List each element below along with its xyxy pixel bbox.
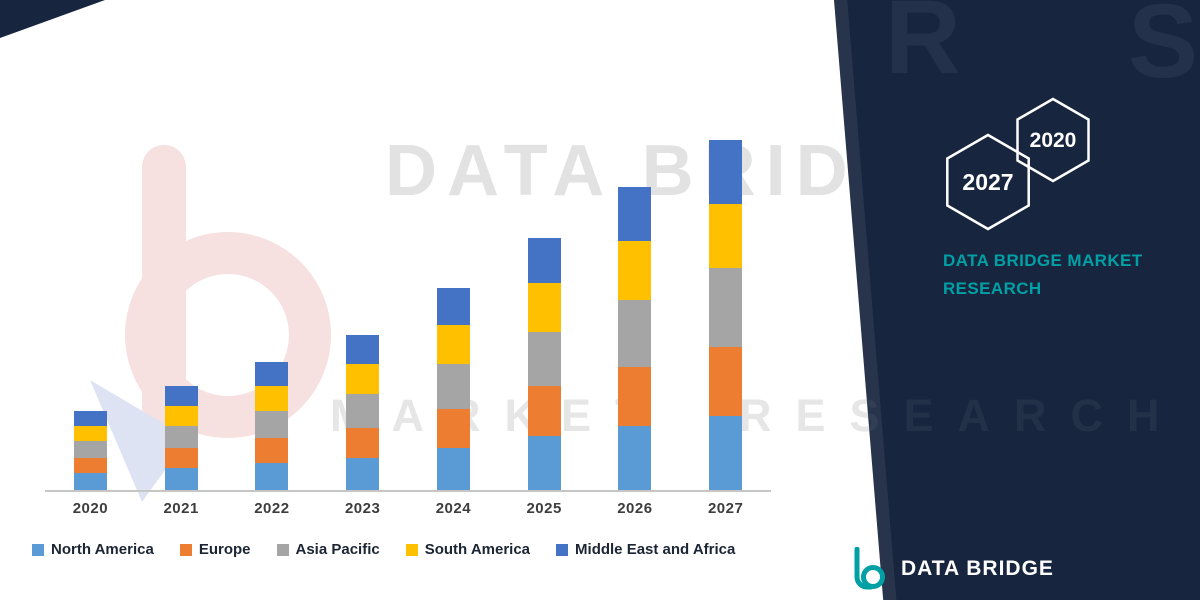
legend-label-europe: Europe: [198, 541, 251, 558]
bar-segment-2024-north-america: [436, 448, 470, 490]
x-axis-label-2021: 2021: [163, 500, 199, 517]
bar-segment-2025-north-america: [527, 435, 561, 490]
bar-segment-2023-south-america: [346, 364, 380, 394]
legend-item-europe: Europe: [179, 541, 251, 558]
bar-segment-2023-europe: [346, 428, 380, 458]
bar-segment-2022-north-america: [255, 462, 289, 490]
bar-segment-2027-europe: [709, 346, 743, 416]
bar-segment-2027-south-america: [709, 203, 743, 269]
bar-segment-2022-europe: [255, 438, 289, 463]
bar-segment-2025-asia-pacific: [527, 332, 561, 387]
legend-item-middle-east-and-africa: Middle East and Africa: [556, 541, 735, 558]
legend: North America Europe Asia Pacific South Ame…: [32, 541, 735, 558]
legend-swatch-north-america: [32, 543, 44, 556]
legend-label-asia-pacific: Asia Pacific: [295, 541, 380, 558]
bar-segment-2024-europe: [436, 408, 470, 449]
bar-segment-2021-asia-pacific: [164, 425, 198, 449]
bar-slot-2027: [680, 120, 771, 490]
legend-label-north-america: North America: [51, 541, 154, 558]
legend-item-asia-pacific: Asia Pacific: [276, 541, 380, 558]
bar-segment-2021-south-america: [164, 406, 198, 426]
plot-area: [45, 120, 771, 492]
bar-slot-2025: [499, 120, 590, 490]
bar-segment-2024-south-america: [436, 324, 470, 365]
x-axis-label-2020: 2020: [72, 500, 109, 517]
x-axis-label-2023: 2023: [344, 500, 381, 517]
bar-segment-2026-south-america: [618, 240, 652, 301]
bar-slot-2021: [136, 120, 227, 490]
bar-segment-2026-asia-pacific: [618, 300, 652, 367]
legend-item-south-america: South America: [405, 541, 531, 558]
bar-segment-2022-middle-east-and-africa: [255, 361, 289, 387]
bar-segment-2020-middle-east-and-africa: [73, 411, 107, 426]
bar-segment-2026-europe: [618, 366, 652, 426]
stacked-bar-2023: [346, 334, 380, 490]
bar-segment-2020-asia-pacific: [73, 440, 107, 458]
bar-segment-2021-north-america: [164, 467, 198, 490]
x-axis-label-2022: 2022: [254, 500, 290, 517]
bar-segment-2023-asia-pacific: [346, 393, 380, 429]
bar-slot-2024: [408, 120, 499, 490]
stacked-bar-2024: [436, 287, 470, 490]
bar-segment-2027-asia-pacific: [709, 268, 743, 347]
legend-item-north-america: North America: [32, 541, 154, 558]
stacked-bar-2020: [73, 411, 107, 490]
x-axis-label-2024: 2024: [435, 500, 472, 517]
bar-segment-2022-asia-pacific: [255, 411, 289, 439]
legend-swatch-asia-pacific: [276, 543, 289, 556]
stacked-bar-2022: [255, 361, 289, 490]
bar-segment-2025-europe: [527, 386, 561, 436]
x-axis-label-2027: 2027: [707, 500, 744, 517]
bar-segment-2021-middle-east-and-africa: [164, 386, 198, 407]
bar-segment-2024-middle-east-and-africa: [436, 287, 470, 325]
x-axis-label-2026: 2026: [617, 500, 653, 517]
legend-label-middle-east-and-africa: Middle East and Africa: [575, 541, 736, 558]
bar-segment-2026-middle-east-and-africa: [618, 186, 652, 241]
bar-slot-2026: [590, 120, 681, 490]
stacked-bar-2025: [527, 238, 561, 490]
bar-segment-2023-north-america: [346, 457, 380, 490]
bar-segment-2023-middle-east-and-africa: [346, 334, 380, 365]
x-axis-label-2025: 2025: [526, 500, 562, 517]
bar-segment-2026-north-america: [618, 425, 652, 490]
bar-segment-2025-middle-east-and-africa: [527, 238, 561, 283]
bar-segment-2024-asia-pacific: [436, 364, 470, 409]
legend-label-south-america: South America: [424, 541, 531, 558]
bar-slot-2022: [227, 120, 318, 490]
bar-slot-2023: [317, 120, 408, 490]
bar-segment-2020-south-america: [73, 425, 107, 441]
stacked-bar-2021: [164, 386, 198, 490]
stacked-bar-2026: [618, 186, 652, 490]
bar-segment-2020-north-america: [73, 472, 107, 490]
bar-segment-2020-europe: [73, 457, 107, 473]
bar-segment-2021-europe: [164, 448, 198, 468]
stacked-bar-2027: [709, 139, 743, 490]
x-axis-labels: 2020 2021 2022 2023 2024 2025 2026 2027: [45, 500, 771, 517]
bar-slot-2020: [45, 120, 136, 490]
bar-segment-2027-middle-east-and-africa: [709, 139, 743, 204]
legend-swatch-south-america: [405, 543, 418, 556]
top-left-corner-accent: [0, 0, 105, 38]
bar-segment-2022-south-america: [255, 386, 289, 412]
legend-swatch-europe: [179, 543, 192, 556]
bar-segment-2025-south-america: [527, 282, 561, 333]
legend-swatch-middle-east-and-africa: [556, 543, 569, 556]
watermark-brand-logo-icon: [90, 145, 331, 502]
bar-segment-2027-north-america: [709, 416, 743, 490]
